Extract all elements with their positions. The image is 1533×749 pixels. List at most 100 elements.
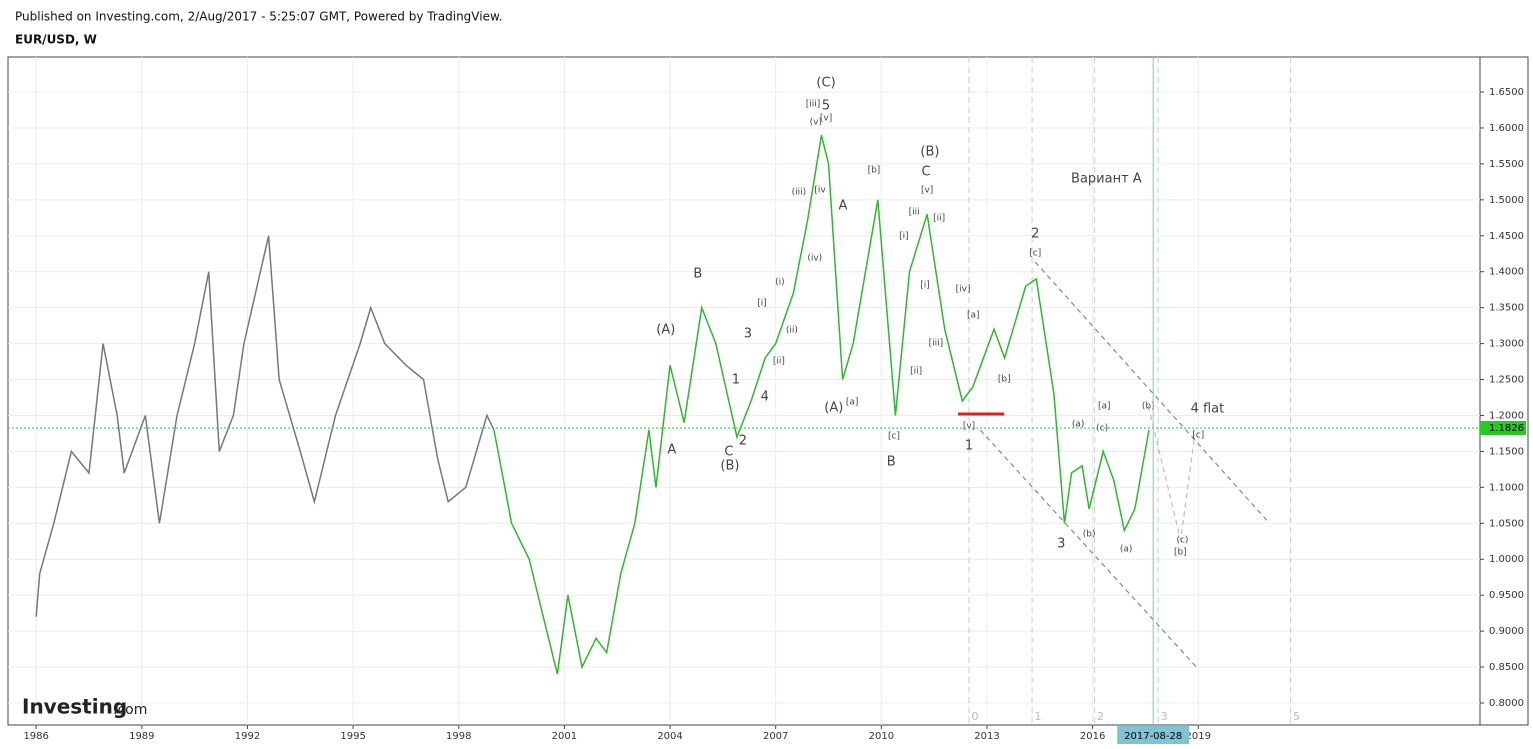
time-marker-label: 5 bbox=[1293, 710, 1300, 723]
wave-label: [a] bbox=[846, 398, 859, 408]
trend-line bbox=[1147, 405, 1196, 541]
wave-label: (A) bbox=[656, 323, 675, 338]
wave-label: 1 bbox=[965, 439, 973, 454]
wave-label: 3 bbox=[744, 327, 752, 342]
plot: (C)5[iii][v](v)(iii) [ivA(iv)(i)[i](ii)3[… bbox=[8, 57, 1480, 725]
wave-label: (i) bbox=[775, 277, 785, 287]
x-tick-label: 2019 bbox=[1186, 731, 1211, 742]
wave-label: [iv] bbox=[956, 285, 971, 295]
y-tick-label: 1.0500 bbox=[1489, 518, 1524, 529]
wave-label: [iii] bbox=[929, 339, 944, 349]
wave-label: (iv) bbox=[807, 253, 822, 263]
wave-label: [a] bbox=[1098, 401, 1111, 411]
wave-label: [c] bbox=[888, 432, 900, 442]
wave-label: 4 bbox=[761, 390, 769, 405]
wave-label: (c) bbox=[1096, 423, 1108, 433]
wave-label: (ii) bbox=[786, 326, 798, 336]
x-tick-label: 1986 bbox=[23, 731, 48, 742]
y-tick-label: 0.8000 bbox=[1489, 698, 1524, 709]
time-marker-label: 3 bbox=[1161, 710, 1168, 723]
y-tick-label: 1.1500 bbox=[1489, 446, 1524, 457]
time-marker-label: 2 bbox=[1097, 710, 1104, 723]
wave-label: 2 bbox=[739, 433, 747, 448]
x-tick-label: 1998 bbox=[446, 731, 471, 742]
y-tick-label: 1.4500 bbox=[1489, 231, 1524, 242]
wave-label: [ii] bbox=[933, 214, 945, 224]
wave-label: B bbox=[887, 454, 896, 469]
wave-label: [v] bbox=[921, 185, 933, 195]
grid: 0 1 2 3 5 bbox=[8, 57, 1480, 725]
wave-label: (b) bbox=[1142, 401, 1155, 411]
header-symbol: EUR/USD, W bbox=[15, 33, 97, 47]
y-tick-label: 1.4000 bbox=[1489, 267, 1524, 278]
y-tick-label: 1.3000 bbox=[1489, 339, 1524, 350]
wave-label: Вариант А bbox=[1071, 171, 1142, 186]
wave-label: [b] bbox=[1174, 548, 1187, 558]
wave-label: (B) bbox=[920, 145, 939, 160]
wave-label: [i] bbox=[757, 299, 767, 309]
x-tick-label: 2016 bbox=[1080, 731, 1105, 742]
logo-brand: Investing bbox=[22, 695, 127, 719]
wave-label: [iii] bbox=[806, 100, 821, 110]
price-line bbox=[493, 134, 1150, 675]
y-tick-label: 1.5500 bbox=[1489, 159, 1524, 170]
x-tick-label: 2010 bbox=[869, 731, 894, 742]
trend-line bbox=[1034, 261, 1269, 523]
y-tick-label: 1.6000 bbox=[1489, 123, 1524, 134]
wave-label: C bbox=[922, 165, 931, 180]
wave-label: [a] bbox=[967, 310, 980, 320]
wave-label: [v] bbox=[820, 114, 832, 124]
wave-label: 3 bbox=[1057, 537, 1065, 552]
current-price-box bbox=[1480, 420, 1526, 435]
logo-suffix: .com bbox=[113, 702, 147, 718]
wave-label: [iii bbox=[909, 207, 920, 217]
wave-label: [ii] bbox=[773, 356, 785, 366]
wave-label: (A) bbox=[824, 401, 843, 416]
y-tick-label: 1.1000 bbox=[1489, 482, 1524, 493]
wave-label: 1 bbox=[732, 373, 740, 388]
y-tick-label: 1.2500 bbox=[1489, 375, 1524, 386]
y-tick-label: 1.6500 bbox=[1489, 87, 1524, 98]
wave-label: 4 flat bbox=[1191, 402, 1225, 417]
wave-label: [i] bbox=[899, 231, 909, 241]
wave-label: [iv bbox=[814, 186, 826, 196]
plot-frame bbox=[7, 56, 1529, 726]
wave-label: B bbox=[693, 267, 702, 282]
wave-label: [b] bbox=[868, 165, 881, 175]
axes: 0.8000 0.8500 0.9000 0.9500 1.0000 1.0500 1.10… bbox=[23, 87, 1526, 744]
wave-label: (v) bbox=[810, 117, 822, 127]
x-tick-label: 2001 bbox=[552, 731, 577, 742]
price-line bbox=[35, 235, 495, 617]
wave-label: 2 bbox=[1031, 227, 1039, 242]
wave-label: [b] bbox=[998, 375, 1011, 385]
wave-label: [c] bbox=[1192, 431, 1204, 441]
header-published: Published on Investing.com, 2/Aug/2017 -… bbox=[15, 10, 502, 24]
x-tick-label: 2013 bbox=[974, 731, 999, 742]
wave-label: (iii) bbox=[792, 187, 807, 197]
y-tick-label: 1.5000 bbox=[1489, 195, 1524, 206]
wave-label: 5 bbox=[822, 99, 830, 114]
wave-label: [v] bbox=[963, 422, 975, 432]
wave-label: (a) bbox=[1120, 545, 1133, 555]
wave-label: [ii] bbox=[910, 366, 922, 376]
wave-label: (c) bbox=[1176, 536, 1188, 546]
current-date-box bbox=[1117, 726, 1190, 744]
wave-label: [i] bbox=[920, 281, 930, 291]
wave-label: C bbox=[724, 444, 733, 459]
y-tick-label: 0.8500 bbox=[1489, 662, 1524, 673]
wave-label: A bbox=[667, 442, 676, 457]
time-marker-label: 0 bbox=[972, 710, 979, 723]
wave-label: (b) bbox=[1083, 530, 1096, 540]
x-tick-label: 2007 bbox=[763, 731, 788, 742]
x-tick-label: 2004 bbox=[657, 731, 682, 742]
wave-label: (B) bbox=[720, 459, 739, 474]
wave-label: [c] bbox=[1029, 249, 1041, 259]
x-tick-label: 1989 bbox=[129, 731, 154, 742]
y-tick-label: 1.0000 bbox=[1489, 554, 1524, 565]
wave-label: (a) bbox=[1072, 420, 1085, 430]
wave-label: (C) bbox=[816, 76, 835, 91]
x-tick-label: 1992 bbox=[235, 731, 260, 742]
wave-label: A bbox=[839, 199, 848, 214]
y-tick-label: 0.9000 bbox=[1489, 626, 1524, 637]
time-marker-label: 1 bbox=[1035, 710, 1042, 723]
